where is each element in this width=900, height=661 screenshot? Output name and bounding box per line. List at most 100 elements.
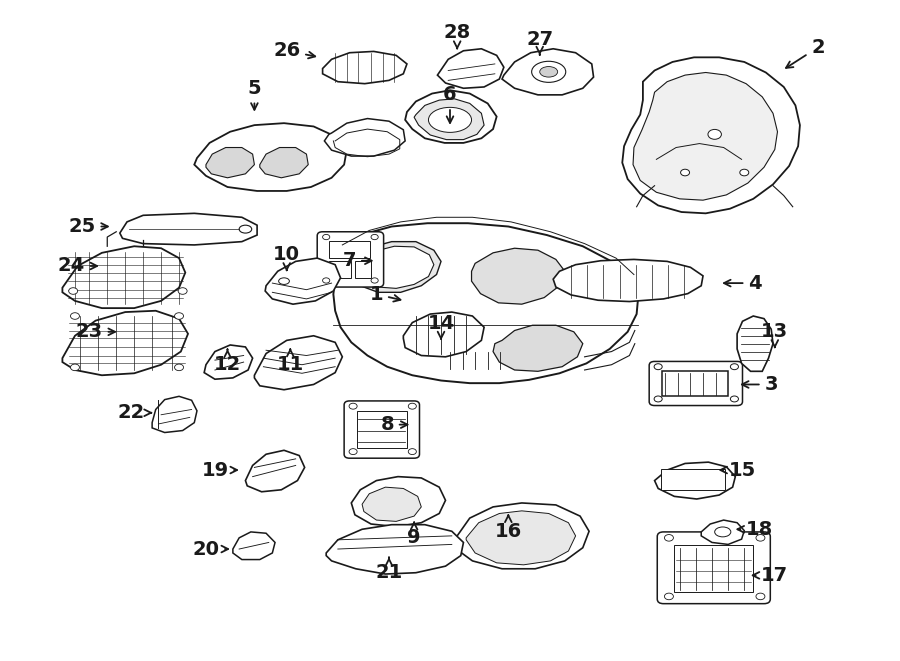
Ellipse shape [708, 130, 722, 139]
Polygon shape [233, 532, 275, 560]
Ellipse shape [428, 107, 472, 132]
Ellipse shape [322, 278, 329, 283]
Text: 25: 25 [68, 217, 108, 236]
Text: 18: 18 [737, 520, 773, 539]
Text: 11: 11 [276, 349, 304, 374]
Ellipse shape [279, 278, 290, 284]
Polygon shape [737, 316, 773, 371]
Polygon shape [346, 242, 441, 292]
Text: 8: 8 [381, 415, 408, 434]
Text: 19: 19 [202, 461, 237, 479]
Polygon shape [152, 397, 197, 432]
Polygon shape [633, 73, 778, 200]
Polygon shape [405, 91, 497, 143]
Ellipse shape [731, 364, 739, 369]
Text: 9: 9 [408, 522, 421, 547]
Text: 28: 28 [444, 24, 471, 48]
Ellipse shape [731, 396, 739, 402]
Polygon shape [403, 312, 484, 357]
Text: 22: 22 [118, 403, 151, 422]
Ellipse shape [654, 364, 662, 369]
Ellipse shape [664, 535, 673, 541]
Polygon shape [554, 259, 703, 301]
Ellipse shape [532, 61, 566, 83]
Polygon shape [701, 520, 744, 545]
Polygon shape [62, 311, 188, 375]
Ellipse shape [178, 288, 187, 294]
Polygon shape [654, 462, 735, 499]
Polygon shape [454, 503, 590, 568]
Bar [328, 241, 370, 258]
Polygon shape [622, 58, 800, 214]
Ellipse shape [654, 396, 662, 402]
Polygon shape [502, 49, 594, 95]
Bar [328, 260, 351, 278]
Text: 3: 3 [742, 375, 778, 394]
Ellipse shape [680, 169, 689, 176]
Bar [674, 545, 753, 592]
Polygon shape [324, 118, 405, 156]
Ellipse shape [349, 403, 357, 409]
Polygon shape [120, 214, 257, 245]
FancyBboxPatch shape [317, 232, 383, 287]
Ellipse shape [70, 313, 79, 319]
Ellipse shape [70, 364, 79, 371]
Ellipse shape [409, 449, 417, 455]
Text: 4: 4 [724, 274, 762, 293]
Bar [356, 410, 407, 447]
Text: 16: 16 [495, 516, 522, 541]
Ellipse shape [349, 449, 357, 455]
Ellipse shape [175, 364, 184, 371]
Polygon shape [362, 487, 421, 522]
Polygon shape [194, 123, 346, 191]
Polygon shape [206, 147, 255, 178]
Bar [661, 469, 725, 490]
Ellipse shape [540, 67, 558, 77]
Ellipse shape [175, 313, 184, 319]
Ellipse shape [409, 403, 417, 409]
Ellipse shape [371, 278, 378, 283]
Text: 1: 1 [370, 285, 400, 304]
Polygon shape [204, 345, 253, 379]
Polygon shape [322, 52, 407, 84]
Ellipse shape [740, 169, 749, 176]
Polygon shape [351, 477, 446, 527]
Text: 7: 7 [343, 251, 372, 270]
Polygon shape [414, 98, 484, 139]
Text: 2: 2 [786, 38, 824, 68]
Text: 12: 12 [214, 350, 241, 374]
FancyBboxPatch shape [649, 362, 742, 406]
Ellipse shape [322, 235, 329, 240]
Polygon shape [493, 325, 583, 371]
Text: 6: 6 [443, 85, 457, 123]
Text: 10: 10 [274, 245, 301, 270]
Text: 27: 27 [526, 30, 554, 55]
Text: 13: 13 [761, 323, 788, 347]
Ellipse shape [68, 288, 77, 294]
Polygon shape [255, 336, 342, 390]
Text: 24: 24 [58, 256, 97, 276]
Ellipse shape [715, 527, 731, 537]
Ellipse shape [756, 535, 765, 541]
Ellipse shape [371, 235, 378, 240]
Text: 20: 20 [193, 539, 228, 559]
Text: 17: 17 [752, 566, 788, 585]
Polygon shape [266, 258, 340, 304]
Polygon shape [466, 511, 576, 565]
Bar [662, 371, 728, 397]
Polygon shape [333, 223, 638, 383]
Text: 15: 15 [720, 461, 756, 479]
Text: 23: 23 [76, 323, 115, 341]
Bar [355, 260, 371, 278]
Polygon shape [326, 525, 464, 574]
Polygon shape [437, 49, 504, 89]
FancyBboxPatch shape [344, 401, 419, 458]
Text: 26: 26 [273, 41, 315, 60]
Polygon shape [472, 249, 565, 304]
FancyBboxPatch shape [657, 532, 770, 603]
Text: 21: 21 [375, 558, 402, 582]
Polygon shape [246, 450, 304, 492]
Text: 14: 14 [428, 315, 454, 339]
Polygon shape [260, 147, 308, 178]
Text: 5: 5 [248, 79, 261, 110]
